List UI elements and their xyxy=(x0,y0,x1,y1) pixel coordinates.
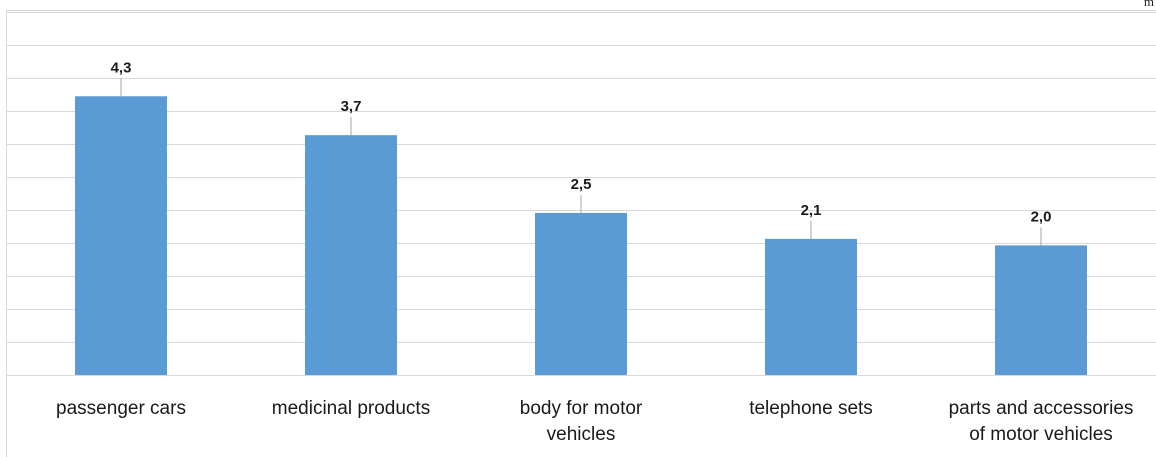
value-label: 4,3 xyxy=(111,59,132,76)
value-label: 2,0 xyxy=(1031,208,1052,225)
category-label: body for motor vehicles xyxy=(520,398,643,445)
bar xyxy=(535,212,627,375)
category-label-line: of motor vehicles xyxy=(969,424,1113,445)
bar xyxy=(75,96,167,376)
category-label-line: vehicles xyxy=(547,424,616,445)
bar xyxy=(995,245,1087,375)
value-label: 2,1 xyxy=(801,202,822,219)
bar xyxy=(765,238,857,375)
unit-label: m xyxy=(1143,0,1154,9)
category-label-line: telephone sets xyxy=(749,398,873,419)
value-label: 2,5 xyxy=(571,176,592,193)
category-label: passenger cars xyxy=(56,398,186,419)
category-label: parts and accessories of motor vehicles xyxy=(949,398,1134,445)
bar xyxy=(305,135,397,375)
category-label: medicinal products xyxy=(272,398,430,419)
category-label-line: parts and accessories xyxy=(949,398,1134,419)
category-label-line: passenger cars xyxy=(56,398,186,419)
category-label: telephone sets xyxy=(749,398,873,419)
value-label: 3,7 xyxy=(341,98,362,115)
category-label-line: body for motor xyxy=(520,398,643,419)
category-label-line: medicinal products xyxy=(272,398,430,419)
